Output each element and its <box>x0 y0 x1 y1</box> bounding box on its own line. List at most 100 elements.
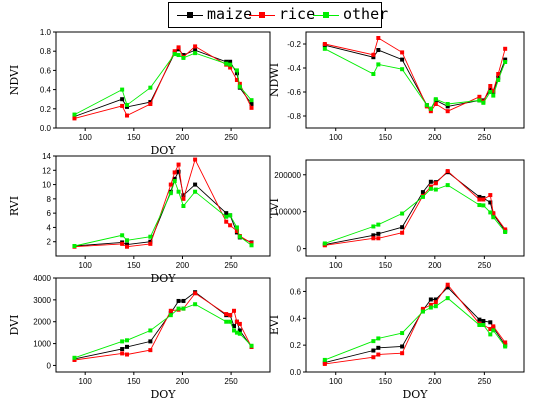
plot-frame <box>305 277 525 373</box>
point-maize <box>445 104 450 109</box>
point-maize <box>420 190 425 195</box>
legend-marker-maize <box>187 12 193 18</box>
y-axis-title: NDWI <box>268 63 281 97</box>
point-other <box>322 241 327 246</box>
x-tick-label: 250 <box>478 377 492 386</box>
y-tick-label: 8 <box>47 195 52 204</box>
point-rice <box>433 102 438 106</box>
point-other <box>193 302 198 307</box>
point-maize <box>224 211 229 216</box>
x-tick-label: 200 <box>428 133 442 142</box>
legend-label-other: other <box>343 5 389 23</box>
point-rice <box>491 211 496 216</box>
x-tick-label: 200 <box>428 377 442 386</box>
point-other <box>420 194 425 199</box>
point-other <box>237 331 242 336</box>
point-maize <box>477 317 482 322</box>
point-rice <box>428 302 433 307</box>
plot-frame <box>55 277 271 373</box>
point-other <box>120 233 125 238</box>
point-rice <box>433 300 438 305</box>
panel-ndwi: 100 150 200 250 -0.8 -0.6 -0.4 -0.2 NDWI <box>268 31 525 142</box>
point-maize <box>376 231 381 236</box>
point-rice <box>193 44 198 49</box>
point-rice <box>477 197 482 202</box>
y-tick-label: 0.2 <box>40 105 52 114</box>
point-rice <box>228 65 233 70</box>
y-axis-title: DVI <box>8 315 21 336</box>
point-rice <box>445 169 450 174</box>
plot-frame <box>55 31 271 129</box>
series-line-other <box>74 179 252 247</box>
point-other <box>481 323 486 327</box>
point-other <box>120 87 125 92</box>
x-tick-label: 250 <box>224 261 238 270</box>
point-maize <box>433 297 438 302</box>
point-other <box>503 230 508 234</box>
point-maize <box>400 344 405 349</box>
point-rice <box>228 223 233 228</box>
point-maize <box>503 57 508 62</box>
point-other <box>125 338 130 343</box>
point-other <box>371 224 376 229</box>
point-other <box>249 243 254 248</box>
point-rice <box>428 109 433 114</box>
point-other <box>488 332 493 337</box>
x-tick-label: 200 <box>176 261 190 270</box>
y-tick-label: 0.8 <box>40 47 52 56</box>
point-other <box>491 215 496 220</box>
point-other <box>224 61 229 66</box>
point-other <box>445 183 450 188</box>
plot-frame <box>305 159 525 257</box>
x-tick-label: 250 <box>478 133 492 142</box>
point-other <box>176 53 181 58</box>
y-tick-label: 0 <box>47 361 52 370</box>
point-rice <box>72 116 77 121</box>
point-maize <box>371 233 376 238</box>
x-tick-label: 250 <box>478 261 492 270</box>
point-maize <box>125 344 130 349</box>
series-line-rice <box>74 292 252 361</box>
point-rice <box>496 72 501 76</box>
point-rice <box>120 103 125 108</box>
point-rice <box>125 352 130 357</box>
y-tick-label: 0.0 <box>40 124 52 133</box>
point-maize <box>428 179 433 184</box>
x-tick-label: 150 <box>127 377 141 386</box>
point-maize <box>376 48 381 52</box>
point-other <box>228 213 233 218</box>
point-other <box>433 304 438 309</box>
y-tick-label: 100000 <box>274 208 301 217</box>
x-tick-label: 150 <box>127 133 141 142</box>
point-rice <box>228 313 233 318</box>
point-rice <box>249 105 254 110</box>
point-other <box>168 191 173 196</box>
point-maize <box>120 97 125 102</box>
point-other <box>193 189 198 194</box>
point-other <box>249 98 254 103</box>
point-rice <box>376 352 381 357</box>
point-other <box>445 296 450 301</box>
y-tick-label: 10 <box>42 181 51 190</box>
series-line-rice <box>74 45 252 119</box>
point-rice <box>428 184 433 189</box>
point-rice <box>491 324 496 329</box>
point-rice <box>72 357 77 362</box>
point-other <box>125 102 130 107</box>
point-other <box>400 211 405 216</box>
y-tick-label: 6 <box>47 209 52 218</box>
y-tick-label: 0.6 <box>40 66 52 75</box>
point-rice <box>503 227 508 232</box>
point-rice <box>420 306 425 311</box>
y-tick-label: 0.4 <box>290 314 302 323</box>
point-maize <box>371 348 376 353</box>
point-other <box>72 244 77 248</box>
legend-marker-rice <box>259 12 265 18</box>
point-other <box>503 344 508 349</box>
point-rice <box>193 157 198 162</box>
point-maize <box>488 320 493 325</box>
point-maize <box>148 339 153 344</box>
point-other <box>228 62 233 67</box>
point-other <box>224 319 229 324</box>
point-rice <box>181 196 186 201</box>
